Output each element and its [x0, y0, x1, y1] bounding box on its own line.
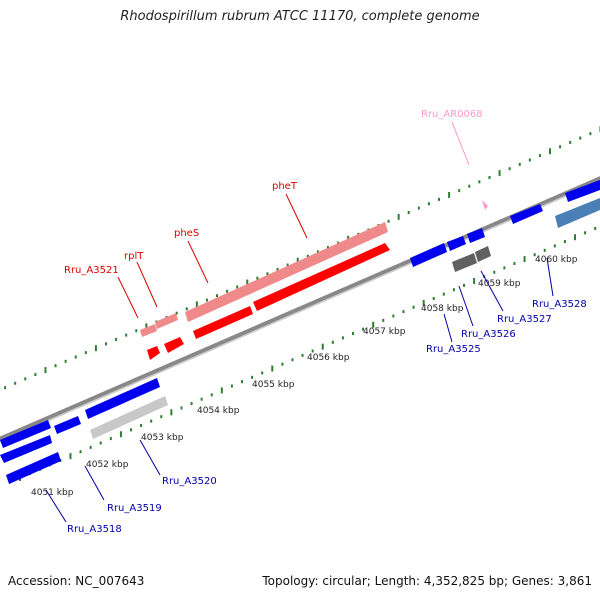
gene-pheS-red[interactable] [164, 337, 184, 353]
genome-stats-text: Topology: circular; Length: 4,352,825 bp… [262, 574, 592, 588]
tick-marks [4, 126, 600, 481]
forward-genes [140, 180, 600, 360]
gene-Rru_A3527-gray[interactable] [452, 253, 477, 272]
label-Rru_A3520[interactable]: Rru_A3520 [162, 476, 217, 487]
gene-labels: pheT pheS rplT Rru_A3521 Rru_AR0068 Rru_… [64, 109, 587, 535]
scale-label-4060: 4060 kbp [535, 255, 578, 265]
label-pheT[interactable]: pheT [272, 181, 298, 192]
scale-label-4051: 4051 kbp [31, 488, 74, 498]
label-Rru_AR0068[interactable]: Rru_AR0068 [421, 109, 483, 120]
gene-Rru_A3520-gray[interactable] [90, 396, 168, 439]
accession-text: Accession: NC_007643 [8, 574, 145, 588]
gene-right-steel[interactable] [555, 198, 600, 228]
gene-Rru_A3520[interactable] [85, 378, 160, 419]
gene-Rru_A3527-gray-b[interactable] [475, 246, 491, 262]
gene-pheT-main-red[interactable] [253, 243, 390, 311]
scale-label-4059: 4059 kbp [478, 279, 521, 289]
scale-label-4057: 4057 kbp [363, 327, 406, 337]
gene-rplT-pink[interactable] [140, 324, 157, 337]
label-Rru_A3528[interactable]: Rru_A3528 [532, 299, 587, 310]
scale-label-4055: 4055 kbp [252, 380, 295, 390]
reverse-genes [0, 228, 491, 484]
gene-Rru_A3519-b[interactable] [54, 416, 81, 434]
gene-Rru_A3526-b[interactable] [467, 228, 485, 243]
gene-right-blue-2[interactable] [565, 180, 600, 202]
scale-label-4058: 4058 kbp [421, 304, 464, 314]
scale-labels: 4051 kbp 4052 kbp 4053 kbp 4054 kbp 4055… [31, 255, 578, 498]
scale-label-4054: 4054 kbp [197, 406, 240, 416]
scale-label-4056: 4056 kbp [307, 353, 350, 363]
label-pheS[interactable]: pheS [174, 228, 199, 239]
gene-Rru_A3525[interactable] [410, 243, 447, 267]
gene-rplT-red[interactable] [147, 346, 160, 360]
gene-pheS-main-red[interactable] [193, 306, 253, 339]
label-Rru_A3526[interactable]: Rru_A3526 [461, 329, 516, 340]
scale-label-4053: 4053 kbp [141, 433, 184, 443]
label-Rru_A3519[interactable]: Rru_A3519 [107, 503, 162, 514]
label-Rru_A3527[interactable]: Rru_A3527 [497, 314, 552, 325]
genome-backbone-shadow [0, 180, 600, 443]
gene-Rru_A3518[interactable] [0, 420, 51, 448]
gene-Rru_A3526-a[interactable] [447, 236, 466, 251]
gene-Rru_A3519[interactable] [6, 452, 61, 484]
label-Rru_A3521[interactable]: Rru_A3521 [64, 265, 119, 276]
label-Rru_A3525[interactable]: Rru_A3525 [426, 344, 481, 355]
map-title: Rhodospirillum rubrum ATCC 11170, comple… [120, 9, 480, 24]
genome-backbone [0, 176, 600, 441]
label-leaders [45, 121, 554, 523]
gene-right-blue-1[interactable] [510, 204, 543, 224]
gene-Rru_A3518-b[interactable] [0, 435, 52, 463]
gene-rna-Rru_AR0068[interactable] [482, 200, 488, 210]
label-Rru_A3518[interactable]: Rru_A3518 [67, 524, 122, 535]
label-rplT[interactable]: rplT [124, 251, 144, 262]
gene-pheS-pink[interactable] [155, 313, 178, 329]
gene-pheT-pink[interactable] [185, 222, 388, 322]
scale-label-4052: 4052 kbp [86, 460, 129, 470]
